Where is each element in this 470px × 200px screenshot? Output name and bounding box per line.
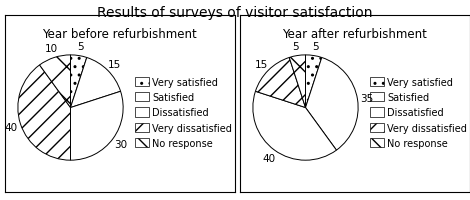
Text: 10: 10 — [45, 44, 58, 54]
Text: 35: 35 — [360, 93, 374, 103]
Wedge shape — [70, 58, 121, 108]
Text: 15: 15 — [255, 59, 268, 69]
Text: 30: 30 — [114, 139, 127, 149]
Wedge shape — [306, 56, 322, 108]
Wedge shape — [253, 92, 337, 160]
Wedge shape — [70, 56, 87, 108]
Text: 5: 5 — [312, 42, 319, 52]
Wedge shape — [70, 92, 123, 160]
Text: Year before refurbishment: Year before refurbishment — [42, 28, 197, 41]
Text: 5: 5 — [77, 42, 84, 52]
Wedge shape — [289, 56, 306, 108]
Wedge shape — [39, 56, 70, 108]
Text: 5: 5 — [292, 42, 299, 52]
Text: 40: 40 — [5, 122, 18, 132]
Text: 40: 40 — [262, 153, 275, 163]
Legend: Very satisfied, Satisfied, Dissatisfied, Very dissatisfied, No response: Very satisfied, Satisfied, Dissatisfied,… — [133, 75, 234, 150]
Wedge shape — [306, 58, 358, 150]
Wedge shape — [255, 58, 306, 108]
Text: 15: 15 — [108, 59, 121, 69]
Text: Results of surveys of visitor satisfaction: Results of surveys of visitor satisfacti… — [97, 6, 373, 20]
Text: Year after refurbishment: Year after refurbishment — [282, 28, 427, 41]
Legend: Very satisfied, Satisfied, Dissatisfied, Very dissatisfied, No response: Very satisfied, Satisfied, Dissatisfied,… — [368, 75, 469, 150]
Wedge shape — [18, 66, 70, 160]
